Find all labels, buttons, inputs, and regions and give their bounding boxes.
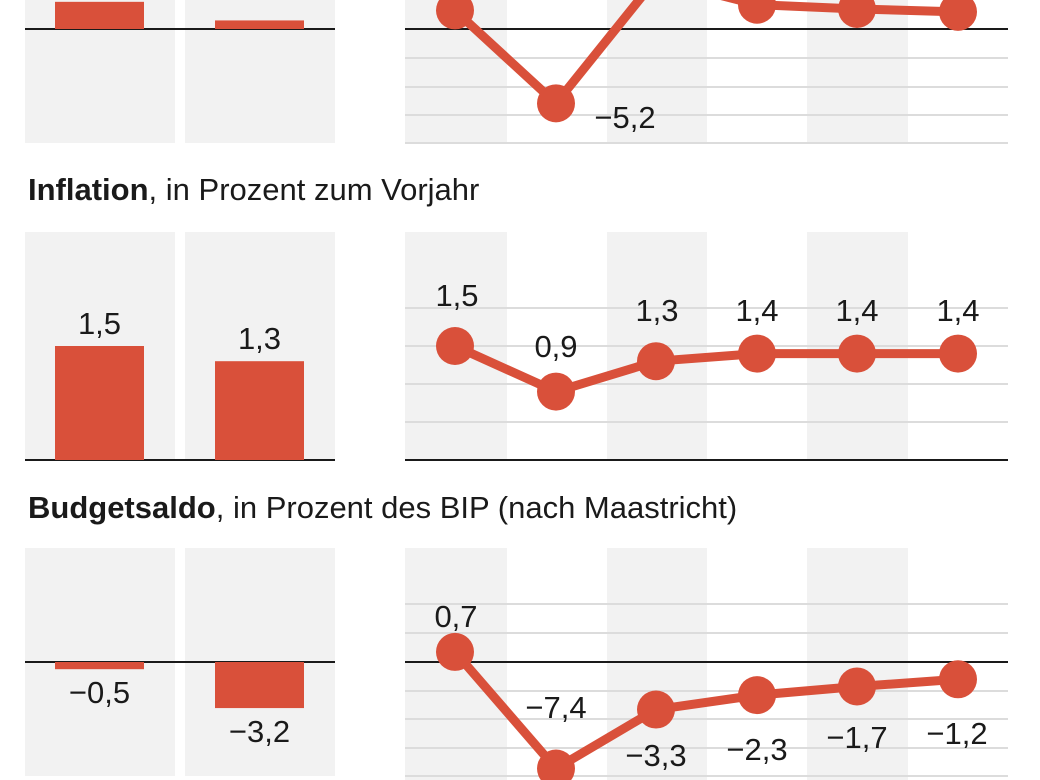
data-point bbox=[537, 749, 575, 780]
data-point bbox=[738, 334, 776, 373]
bar bbox=[215, 361, 304, 460]
inflation-title: Inflation, in Prozent zum Vorjahr bbox=[28, 172, 479, 208]
point-label: −2,3 bbox=[726, 732, 787, 767]
point-label: −7,4 bbox=[525, 690, 586, 725]
budget-title: Budgetsaldo, in Prozent des BIP (nach Ma… bbox=[28, 490, 737, 526]
budget-title-bold: Budgetsaldo bbox=[28, 490, 216, 525]
bar bbox=[55, 662, 144, 670]
point-label: 1,4 bbox=[936, 293, 979, 328]
bar-label: 1,5 bbox=[78, 306, 121, 341]
point-label: −1,7 bbox=[826, 720, 887, 755]
bar bbox=[55, 346, 144, 460]
inflation-title-bold: Inflation bbox=[28, 172, 149, 207]
data-point bbox=[838, 334, 876, 373]
bar-label: −3,2 bbox=[229, 714, 290, 749]
inflation-title-rest: , in Prozent zum Vorjahr bbox=[148, 172, 480, 207]
data-point bbox=[436, 0, 474, 30]
point-label: 0,9 bbox=[534, 329, 577, 364]
bar bbox=[215, 20, 304, 29]
bar bbox=[215, 662, 304, 709]
bar-label: 1,3 bbox=[238, 321, 281, 356]
budget-title-rest: , in Prozent des BIP (nach Maastricht) bbox=[215, 490, 738, 525]
point-label: −1,2 bbox=[926, 716, 987, 751]
bar bbox=[55, 1, 144, 29]
chart-1 bbox=[25, 232, 1008, 461]
bar-label: −0,5 bbox=[69, 675, 130, 710]
point-label: 1,4 bbox=[835, 293, 878, 328]
data-point bbox=[537, 84, 575, 123]
data-point bbox=[838, 0, 876, 28]
data-point bbox=[436, 327, 474, 365]
point-label: 0,7 bbox=[434, 599, 477, 634]
data-point bbox=[637, 690, 675, 729]
point-label: 1,4 bbox=[735, 293, 778, 328]
data-point bbox=[939, 0, 977, 31]
point-label: −5,2 bbox=[594, 100, 655, 135]
data-point bbox=[738, 676, 776, 715]
data-point bbox=[738, 0, 776, 24]
point-label: 1,3 bbox=[635, 293, 678, 328]
data-point bbox=[939, 660, 977, 699]
data-point bbox=[838, 667, 876, 706]
data-point bbox=[939, 334, 977, 373]
point-label: −3,3 bbox=[625, 738, 686, 773]
data-point bbox=[436, 632, 474, 671]
chart-0 bbox=[25, 0, 1008, 144]
chart-2 bbox=[25, 548, 1008, 780]
point-label: 1,5 bbox=[435, 278, 478, 313]
column-band bbox=[607, 548, 707, 780]
data-point bbox=[537, 372, 575, 411]
column-band bbox=[807, 548, 908, 780]
data-point bbox=[637, 342, 675, 381]
